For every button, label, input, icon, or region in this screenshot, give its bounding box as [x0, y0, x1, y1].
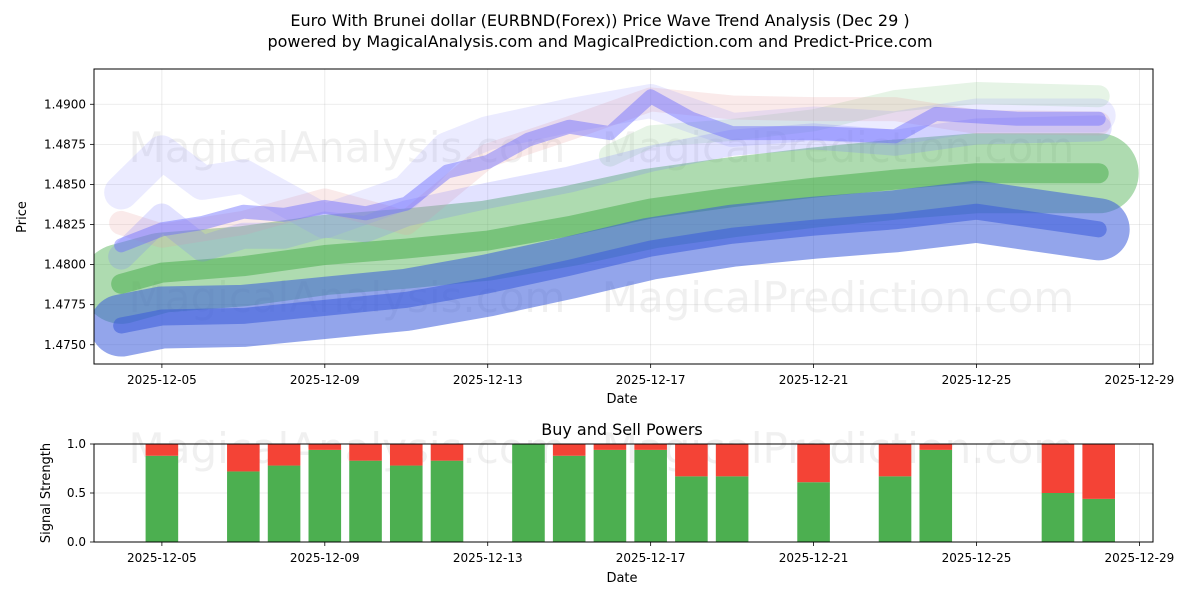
buy-bar	[715, 476, 749, 542]
price-x-tick-label: 2025-12-17	[616, 373, 686, 387]
buy-bar	[634, 449, 667, 542]
power-x-tick-label: 2025-12-25	[942, 551, 1012, 565]
green-band-core	[111, 163, 1109, 294]
power-y-tick-label: 0.0	[67, 535, 86, 549]
sell-bar	[552, 444, 586, 456]
sell-bar	[797, 444, 830, 483]
buy-bar	[349, 460, 382, 542]
blue-band-core	[113, 203, 1107, 334]
buy-bar	[593, 449, 627, 542]
price-y-axis-label: Price	[15, 201, 30, 233]
power-x-tick-label: 2025-12-13	[453, 551, 523, 565]
price-y-tick-label: 1.4875	[44, 137, 86, 151]
buy-bar	[878, 476, 912, 542]
chart-subtitle: powered by MagicalAnalysis.com and Magic…	[267, 32, 932, 51]
power-x-tick-label: 2025-12-21	[779, 551, 849, 565]
price-x-tick-label: 2025-12-05	[127, 373, 197, 387]
buy-bar	[797, 482, 830, 542]
buy-bar	[227, 471, 260, 542]
buy-bar	[389, 465, 423, 542]
power-bars-group	[145, 444, 1115, 542]
price-x-tick-label: 2025-12-25	[942, 373, 1012, 387]
blue-upper-wave-1	[114, 89, 1106, 253]
sell-bar	[308, 444, 342, 450]
sell-bar	[715, 444, 749, 477]
price-x-tick-label: 2025-12-13	[453, 373, 523, 387]
watermark-top-1: MagicalAnalysis.com	[129, 123, 566, 172]
power-x-tick-label: 2025-12-05	[127, 551, 197, 565]
buy-bar	[1082, 498, 1115, 542]
power-x-tick-label: 2025-12-29	[1105, 551, 1175, 565]
buy-bar	[675, 476, 708, 542]
sell-bar	[634, 444, 667, 450]
power-x-tick-label: 2025-12-17	[616, 551, 686, 565]
power-y-tick-label: 1.0	[67, 437, 86, 451]
buy-bar	[1041, 493, 1075, 542]
price-series-group	[94, 82, 1139, 357]
light-blue-upper-wave	[104, 84, 1116, 239]
sell-bar	[593, 444, 627, 450]
price-y-tick-label: 1.4825	[44, 218, 86, 232]
pink-upper-wave	[109, 87, 1111, 248]
power-y-axis-label: Signal Strength	[39, 443, 54, 543]
sell-bar	[267, 444, 301, 466]
chart-title: Euro With Brunei dollar (EURBND(Forex)) …	[290, 11, 909, 30]
sell-bar	[145, 444, 179, 456]
price-x-tick-label: 2025-12-29	[1105, 373, 1175, 387]
price-y-tick-label: 1.4775	[44, 298, 86, 312]
price-x-tick-label: 2025-12-21	[779, 373, 849, 387]
sell-bar	[349, 444, 382, 461]
power-x-axis-label: Date	[606, 571, 637, 586]
sell-bar	[1041, 444, 1075, 493]
buy-bar	[267, 465, 301, 542]
buy-bar	[430, 460, 464, 542]
buy-bar	[512, 444, 545, 542]
price-y-tick-label: 1.4800	[44, 258, 86, 272]
sell-bar	[1082, 444, 1115, 499]
buy-bar	[145, 455, 179, 542]
sell-bar	[878, 444, 912, 477]
price-x-axis-label: Date	[606, 392, 637, 407]
blue-upper-wave-2	[108, 115, 1112, 270]
price-y-tick-label: 1.4850	[44, 177, 86, 191]
power-x-tick-label: 2025-12-09	[290, 551, 360, 565]
sell-bar	[389, 444, 423, 466]
bar-chart-title: Buy and Sell Powers	[541, 420, 703, 439]
green-upper-wave	[598, 82, 1110, 167]
power-y-tick-label: 0.5	[67, 486, 86, 500]
price-y-tick-label: 1.4900	[44, 97, 86, 111]
buy-bar	[919, 449, 953, 542]
watermark-bottom-1: MagicalAnalysis.com	[129, 424, 566, 473]
sell-bar	[227, 444, 260, 472]
sell-bar	[919, 444, 953, 450]
buy-bar	[552, 455, 586, 542]
watermark-mid-2: MagicalPrediction.com	[602, 273, 1075, 322]
sell-bar	[675, 444, 708, 477]
power-axes-frame	[93, 443, 1154, 543]
buy-bar	[308, 449, 342, 542]
price-y-tick-label: 1.4750	[44, 338, 86, 352]
price-x-tick-label: 2025-12-09	[290, 373, 360, 387]
sell-bar	[430, 444, 464, 461]
price-axes-frame	[93, 68, 1154, 365]
